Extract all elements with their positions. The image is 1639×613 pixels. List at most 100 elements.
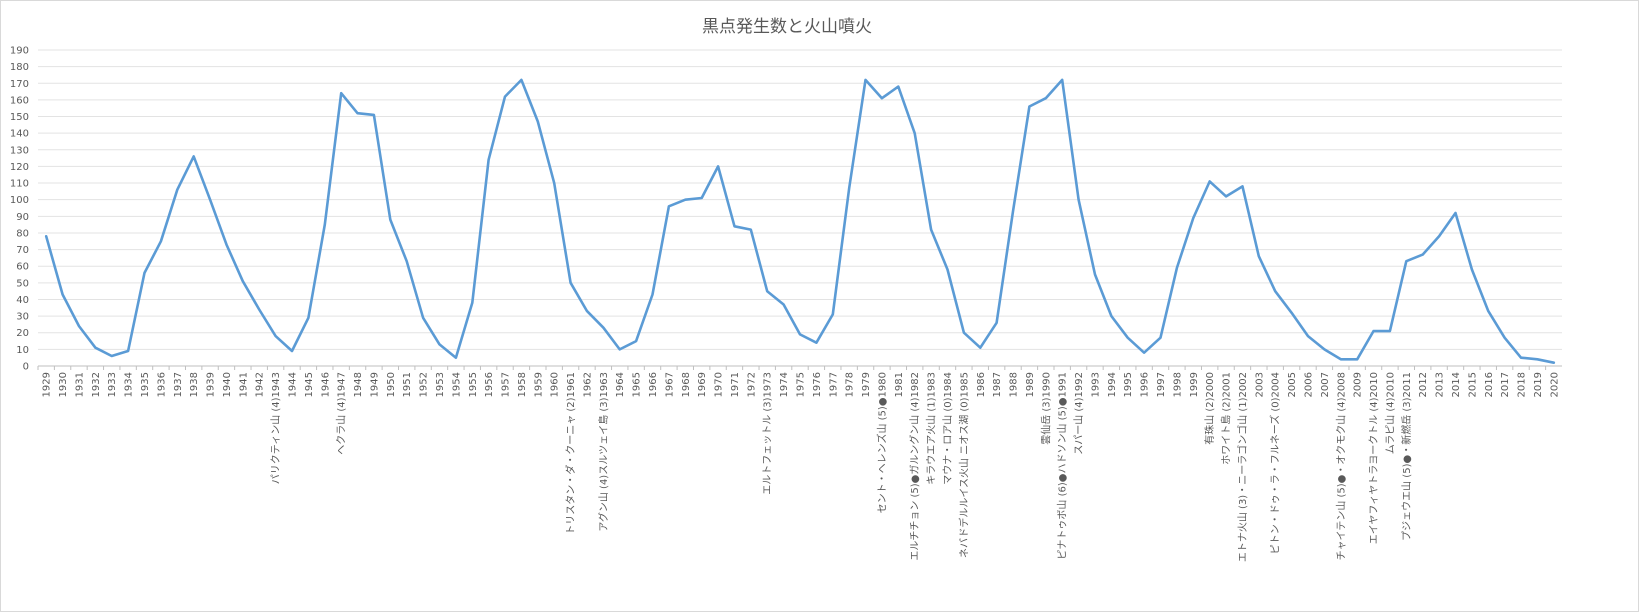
data-point xyxy=(683,198,687,202)
x-tick-label: 1966 xyxy=(648,372,659,397)
data-point xyxy=(569,281,573,285)
x-tick-label: チャイテン山 (5)●・オクモク山 (4)2008 xyxy=(1335,372,1347,560)
gridlines xyxy=(38,49,1562,367)
x-tick-label: エトナ火山 (3)・ニーラゴンゴ山 (1)2002 xyxy=(1236,372,1249,562)
x-tick-label: 2016 xyxy=(1484,372,1495,397)
data-point xyxy=(896,85,900,89)
x-tick-label: 1959 xyxy=(533,372,544,397)
data-point xyxy=(519,78,523,82)
x-tick-label: 1939 xyxy=(206,372,217,397)
x-tick-label: 1933 xyxy=(107,372,118,397)
data-point xyxy=(1142,351,1146,355)
data-point xyxy=(1077,198,1081,202)
y-tick-label: 10 xyxy=(16,345,29,356)
x-tick-label: 1940 xyxy=(222,372,233,397)
x-tick-label: 1934 xyxy=(124,372,135,397)
data-point xyxy=(257,307,261,311)
x-tick-label: 1979 xyxy=(861,372,872,397)
data-point xyxy=(782,302,786,306)
x-tick-label: パリクティン山 (4)1943 xyxy=(270,372,282,484)
data-point xyxy=(1060,78,1064,82)
sunspot-series-line xyxy=(44,78,1556,365)
x-tick-label: 1989 xyxy=(1025,372,1036,397)
x-tick-label: 1953 xyxy=(435,372,446,397)
y-tick-label: 190 xyxy=(10,46,29,57)
data-point xyxy=(1552,361,1556,365)
data-point xyxy=(470,301,474,305)
x-tick-label: 2006 xyxy=(1304,372,1315,397)
data-point xyxy=(110,354,114,358)
x-tick-label: 1935 xyxy=(140,372,151,397)
y-tick-label: 60 xyxy=(16,262,29,273)
data-point xyxy=(1257,254,1261,258)
x-tick-label: 1949 xyxy=(369,372,380,397)
data-point xyxy=(1159,336,1163,340)
y-tick-label: 0 xyxy=(23,362,29,373)
data-point xyxy=(1404,259,1408,263)
x-tick-label: 1944 xyxy=(288,372,299,397)
y-tick-label: 110 xyxy=(10,179,29,190)
y-tick-label: 100 xyxy=(10,195,29,206)
data-point xyxy=(1027,105,1031,109)
y-tick-label: 70 xyxy=(16,245,29,256)
x-tick-label: エイヤフィヤトラヨークトル (4)2010 xyxy=(1368,372,1380,544)
x-tick-label: 1931 xyxy=(74,372,85,397)
data-point xyxy=(1224,194,1228,198)
x-tick-label: 1994 xyxy=(1107,372,1118,397)
data-point xyxy=(159,239,163,243)
data-point xyxy=(618,347,622,351)
data-point xyxy=(437,342,441,346)
data-point xyxy=(1093,273,1097,277)
data-point xyxy=(1470,268,1474,272)
x-tick-label: 1938 xyxy=(189,372,200,397)
x-tick-label: 1937 xyxy=(173,372,184,397)
y-tick-label: 50 xyxy=(16,278,29,289)
x-tick-label: 1977 xyxy=(828,372,839,397)
x-tick-label: 1993 xyxy=(1090,372,1101,397)
x-tick-label: ヘクラ山 (4)1947 xyxy=(336,372,348,455)
data-point xyxy=(372,113,376,117)
data-point xyxy=(749,228,753,232)
data-point xyxy=(44,234,48,238)
data-point xyxy=(880,96,884,100)
data-point xyxy=(1372,329,1376,333)
data-point xyxy=(798,332,802,336)
x-tick-label: 1954 xyxy=(451,372,462,397)
data-point xyxy=(732,224,736,228)
data-point xyxy=(716,164,720,168)
data-point xyxy=(1208,179,1212,183)
x-tick-label: 1986 xyxy=(976,372,987,397)
data-point xyxy=(667,204,671,208)
data-point xyxy=(126,349,130,353)
x-tick-label: 1996 xyxy=(1140,372,1151,397)
x-tick-label: アグン山 (4)スルツェイ島 (3)1963 xyxy=(597,372,610,532)
x-tick-label: ホワイト島 (2)2001 xyxy=(1220,372,1233,465)
data-point xyxy=(1453,211,1457,215)
data-point xyxy=(503,95,507,99)
x-tick-label: 1968 xyxy=(681,372,692,397)
x-tick-label: 1932 xyxy=(91,372,102,397)
x-tick-label: 2005 xyxy=(1287,372,1298,397)
x-tick-label: ムラピ山 (4)2010 xyxy=(1384,372,1396,454)
y-tick-label: 30 xyxy=(16,312,29,323)
data-point xyxy=(601,326,605,330)
data-point xyxy=(1240,184,1244,188)
x-tick-label: 1952 xyxy=(419,372,430,397)
data-point xyxy=(1503,336,1507,340)
x-tick-label: 1936 xyxy=(156,372,167,397)
x-tick-label: 1962 xyxy=(582,372,593,397)
data-point xyxy=(978,346,982,350)
x-tick-label: 2009 xyxy=(1353,372,1364,397)
y-axis-ticks: 0 10 20 30 40 50 60 70 80 90 100 110 120 130 140 150 160… xyxy=(10,46,29,373)
data-point xyxy=(454,356,458,360)
data-point xyxy=(421,316,425,320)
x-tick-label: 2019 xyxy=(1533,372,1544,397)
y-tick-label: 150 xyxy=(10,112,29,123)
x-tick-label: 1999 xyxy=(1189,372,1200,397)
data-point xyxy=(323,223,327,227)
y-tick-label: 160 xyxy=(10,95,29,106)
x-tick-label: 2020 xyxy=(1549,372,1560,397)
x-tick-label: 1942 xyxy=(255,372,266,397)
y-tick-label: 170 xyxy=(10,79,29,90)
